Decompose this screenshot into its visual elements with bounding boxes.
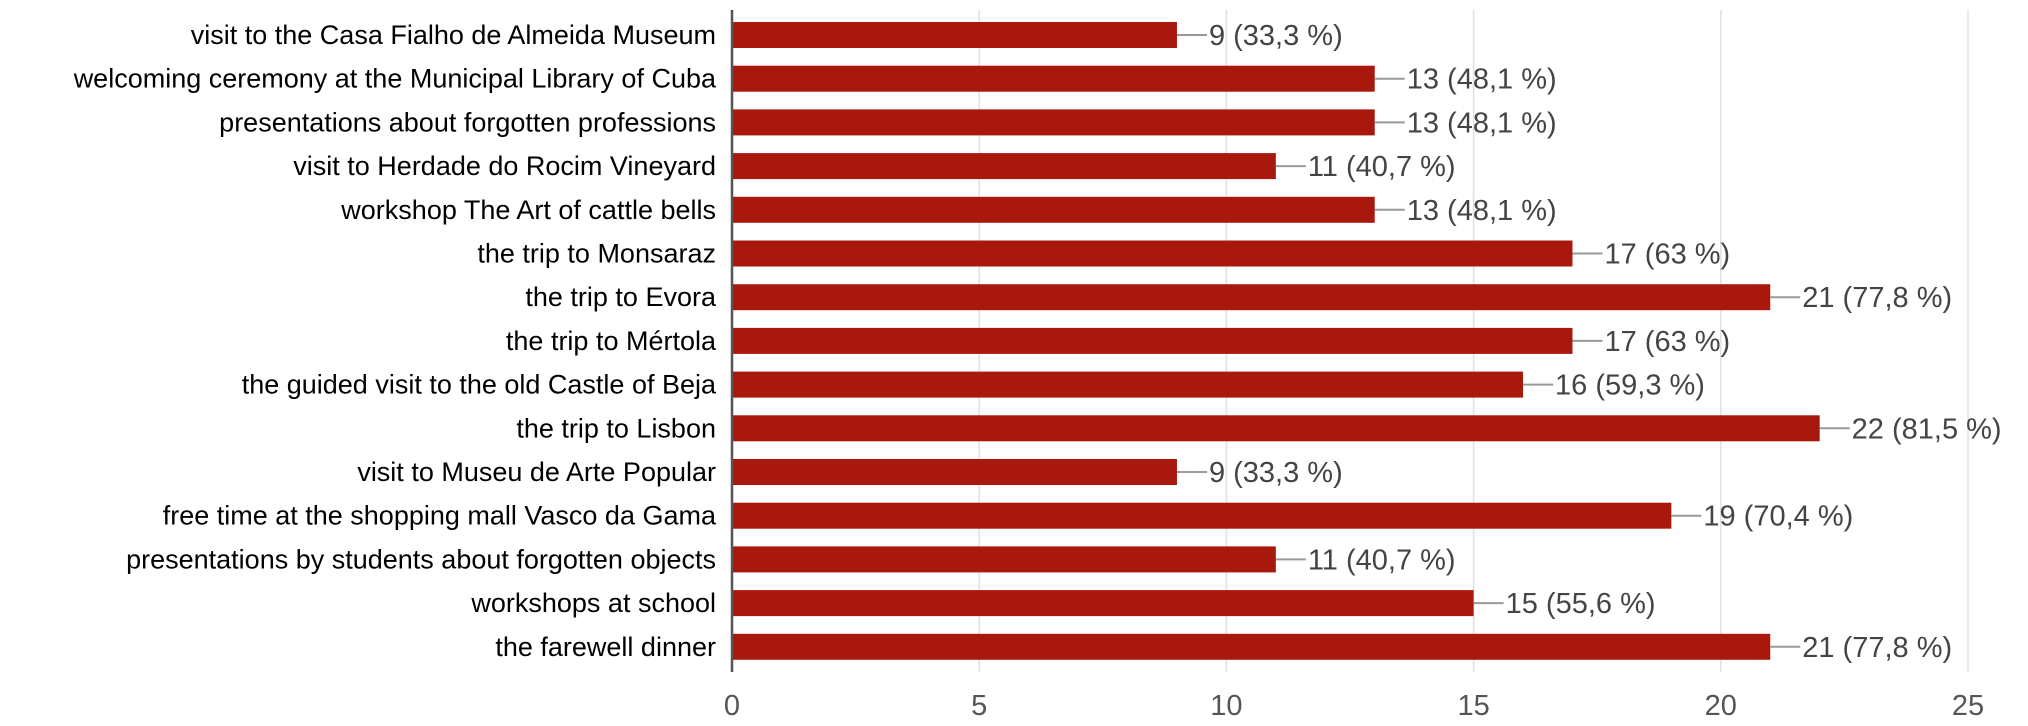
x-tick-label-25: 25: [1952, 690, 1984, 722]
bar-8: [732, 371, 1524, 398]
x-tick-label-5: 5: [971, 690, 987, 722]
data-label-7: 17 (63 %): [1604, 326, 1730, 358]
bar-1: [732, 65, 1375, 92]
category-label-2: presentations about forgotten profession…: [219, 107, 716, 137]
category-label-11: free time at the shopping mall Vasco da …: [163, 501, 717, 531]
x-tick-label-15: 15: [1457, 690, 1489, 722]
data-label-9: 22 (81,5 %): [1852, 413, 2002, 445]
data-label-1: 13 (48,1 %): [1407, 64, 1557, 96]
category-label-5: the trip to Monsaraz: [477, 239, 716, 269]
category-label-3: visit to Herdade do Rocim Vineyard: [293, 151, 716, 181]
bar-3: [732, 153, 1276, 180]
data-label-14: 21 (77,8 %): [1802, 632, 1952, 664]
category-label-14: the farewell dinner: [495, 632, 716, 662]
category-label-1: welcoming ceremony at the Municipal Libr…: [73, 64, 717, 94]
x-tick-label-0: 0: [724, 690, 740, 722]
bar-4: [732, 196, 1375, 223]
category-label-4: workshop The Art of cattle bells: [340, 195, 716, 225]
data-label-2: 13 (48,1 %): [1407, 107, 1557, 139]
data-labels: 9 (33,3 %) 13 (48,1 %) 13 (48,1 %) 11 (40,7…: [1176, 20, 2002, 664]
data-label-10: 9 (33,3 %): [1209, 457, 1343, 489]
bar-5: [732, 240, 1573, 267]
data-label-13: 15 (55,6 %): [1506, 588, 1656, 620]
bar-2: [732, 109, 1375, 136]
category-label-6: the trip to Evora: [525, 282, 717, 312]
bar-11: [732, 502, 1672, 529]
bar-6: [732, 284, 1771, 311]
data-label-11: 19 (70,4 %): [1703, 501, 1853, 533]
bars: [732, 22, 1820, 660]
bar-7: [732, 327, 1573, 354]
category-label-13: workshops at school: [470, 588, 716, 618]
bar-12: [732, 546, 1276, 573]
category-label-9: the trip to Lisbon: [516, 413, 716, 443]
data-label-6: 21 (77,8 %): [1802, 282, 1952, 314]
category-label-10: visit to Museu de Arte Popular: [357, 457, 716, 487]
category-label-12: presentations by students about forgotte…: [126, 544, 716, 574]
bar-13: [732, 590, 1474, 617]
bar-9: [732, 415, 1820, 442]
data-label-4: 13 (48,1 %): [1407, 195, 1557, 227]
x-tick-label-20: 20: [1705, 690, 1737, 722]
x-axis-ticks: 0 5 10 15 20 25: [724, 690, 1984, 722]
bar-10: [732, 459, 1177, 485]
data-label-8: 16 (59,3 %): [1555, 370, 1705, 402]
data-label-0: 9 (33,3 %): [1209, 20, 1343, 52]
data-label-3: 11 (40,7 %): [1308, 151, 1456, 183]
bar-0: [732, 22, 1177, 48]
data-label-5: 17 (63 %): [1604, 239, 1730, 271]
category-label-0: visit to the Casa Fialho de Almeida Muse…: [191, 20, 716, 50]
data-label-12: 11 (40,7 %): [1308, 544, 1456, 576]
category-label-8: the guided visit to the old Castle of Be…: [242, 370, 717, 400]
category-label-7: the trip to Mértola: [506, 326, 717, 356]
x-tick-label-10: 10: [1210, 690, 1242, 722]
bar-14: [732, 633, 1771, 660]
category-labels: visit to the Casa Fialho de Almeida Muse…: [73, 20, 717, 662]
